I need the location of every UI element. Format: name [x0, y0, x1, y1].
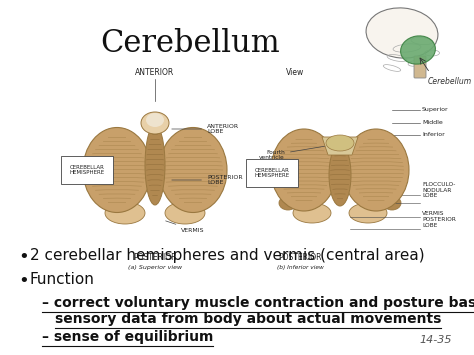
- Text: VERMIS: VERMIS: [422, 211, 445, 216]
- Text: – correct voluntary muscle contraction and posture based on: – correct voluntary muscle contraction a…: [42, 296, 474, 310]
- Text: Cerebellum: Cerebellum: [428, 77, 472, 86]
- Ellipse shape: [343, 129, 409, 211]
- Text: Inferior: Inferior: [422, 132, 445, 137]
- FancyBboxPatch shape: [414, 56, 426, 78]
- Ellipse shape: [401, 36, 436, 64]
- Text: Cerebellum: Cerebellum: [100, 28, 280, 59]
- Text: Middle: Middle: [422, 120, 443, 126]
- Ellipse shape: [145, 125, 165, 205]
- Text: Function: Function: [30, 272, 95, 287]
- Ellipse shape: [366, 8, 438, 58]
- Ellipse shape: [383, 196, 401, 210]
- Text: Fourth
ventricle: Fourth ventricle: [259, 146, 329, 160]
- Text: POSTERIOR
LOBE: POSTERIOR LOBE: [422, 217, 456, 228]
- Ellipse shape: [326, 135, 354, 151]
- Text: •: •: [18, 272, 29, 290]
- Ellipse shape: [83, 127, 151, 213]
- Ellipse shape: [293, 203, 331, 223]
- Text: ANTERIOR: ANTERIOR: [136, 68, 174, 77]
- Ellipse shape: [329, 144, 351, 206]
- Ellipse shape: [159, 127, 227, 213]
- Text: (b) Inferior view: (b) Inferior view: [277, 265, 323, 270]
- Text: (a) Superior view: (a) Superior view: [128, 265, 182, 270]
- Text: POSTERIOR: POSTERIOR: [278, 253, 322, 262]
- Text: CEREBELLAR
HEMISPHERE: CEREBELLAR HEMISPHERE: [255, 168, 290, 179]
- Ellipse shape: [141, 112, 169, 134]
- Ellipse shape: [165, 202, 205, 224]
- Text: POSTERIOR
LOBE: POSTERIOR LOBE: [172, 175, 243, 185]
- Text: 14-35: 14-35: [419, 335, 452, 345]
- Text: FLOCCULO-
NODULAR
LOBE: FLOCCULO- NODULAR LOBE: [422, 182, 456, 198]
- Ellipse shape: [105, 202, 145, 224]
- Text: ANTERIOR
LOBE: ANTERIOR LOBE: [172, 124, 239, 135]
- Ellipse shape: [271, 129, 337, 211]
- Text: POSTERIOR: POSTERIOR: [133, 253, 177, 262]
- Text: – sense of equilibrium: – sense of equilibrium: [42, 330, 213, 344]
- Ellipse shape: [349, 203, 387, 223]
- Text: •: •: [18, 248, 29, 266]
- Text: sensory data from body about actual movements: sensory data from body about actual move…: [55, 312, 441, 326]
- Ellipse shape: [279, 196, 297, 210]
- Text: CEREBELLAR
HEMISPHERE: CEREBELLAR HEMISPHERE: [69, 165, 105, 175]
- Text: Superior: Superior: [422, 108, 448, 113]
- Ellipse shape: [146, 113, 164, 127]
- Text: 2 cerebellar hemispheres and vermis (central area): 2 cerebellar hemispheres and vermis (cen…: [30, 248, 425, 263]
- Text: View: View: [286, 68, 304, 77]
- Text: VERMIS: VERMIS: [165, 221, 205, 233]
- Polygon shape: [322, 137, 358, 155]
